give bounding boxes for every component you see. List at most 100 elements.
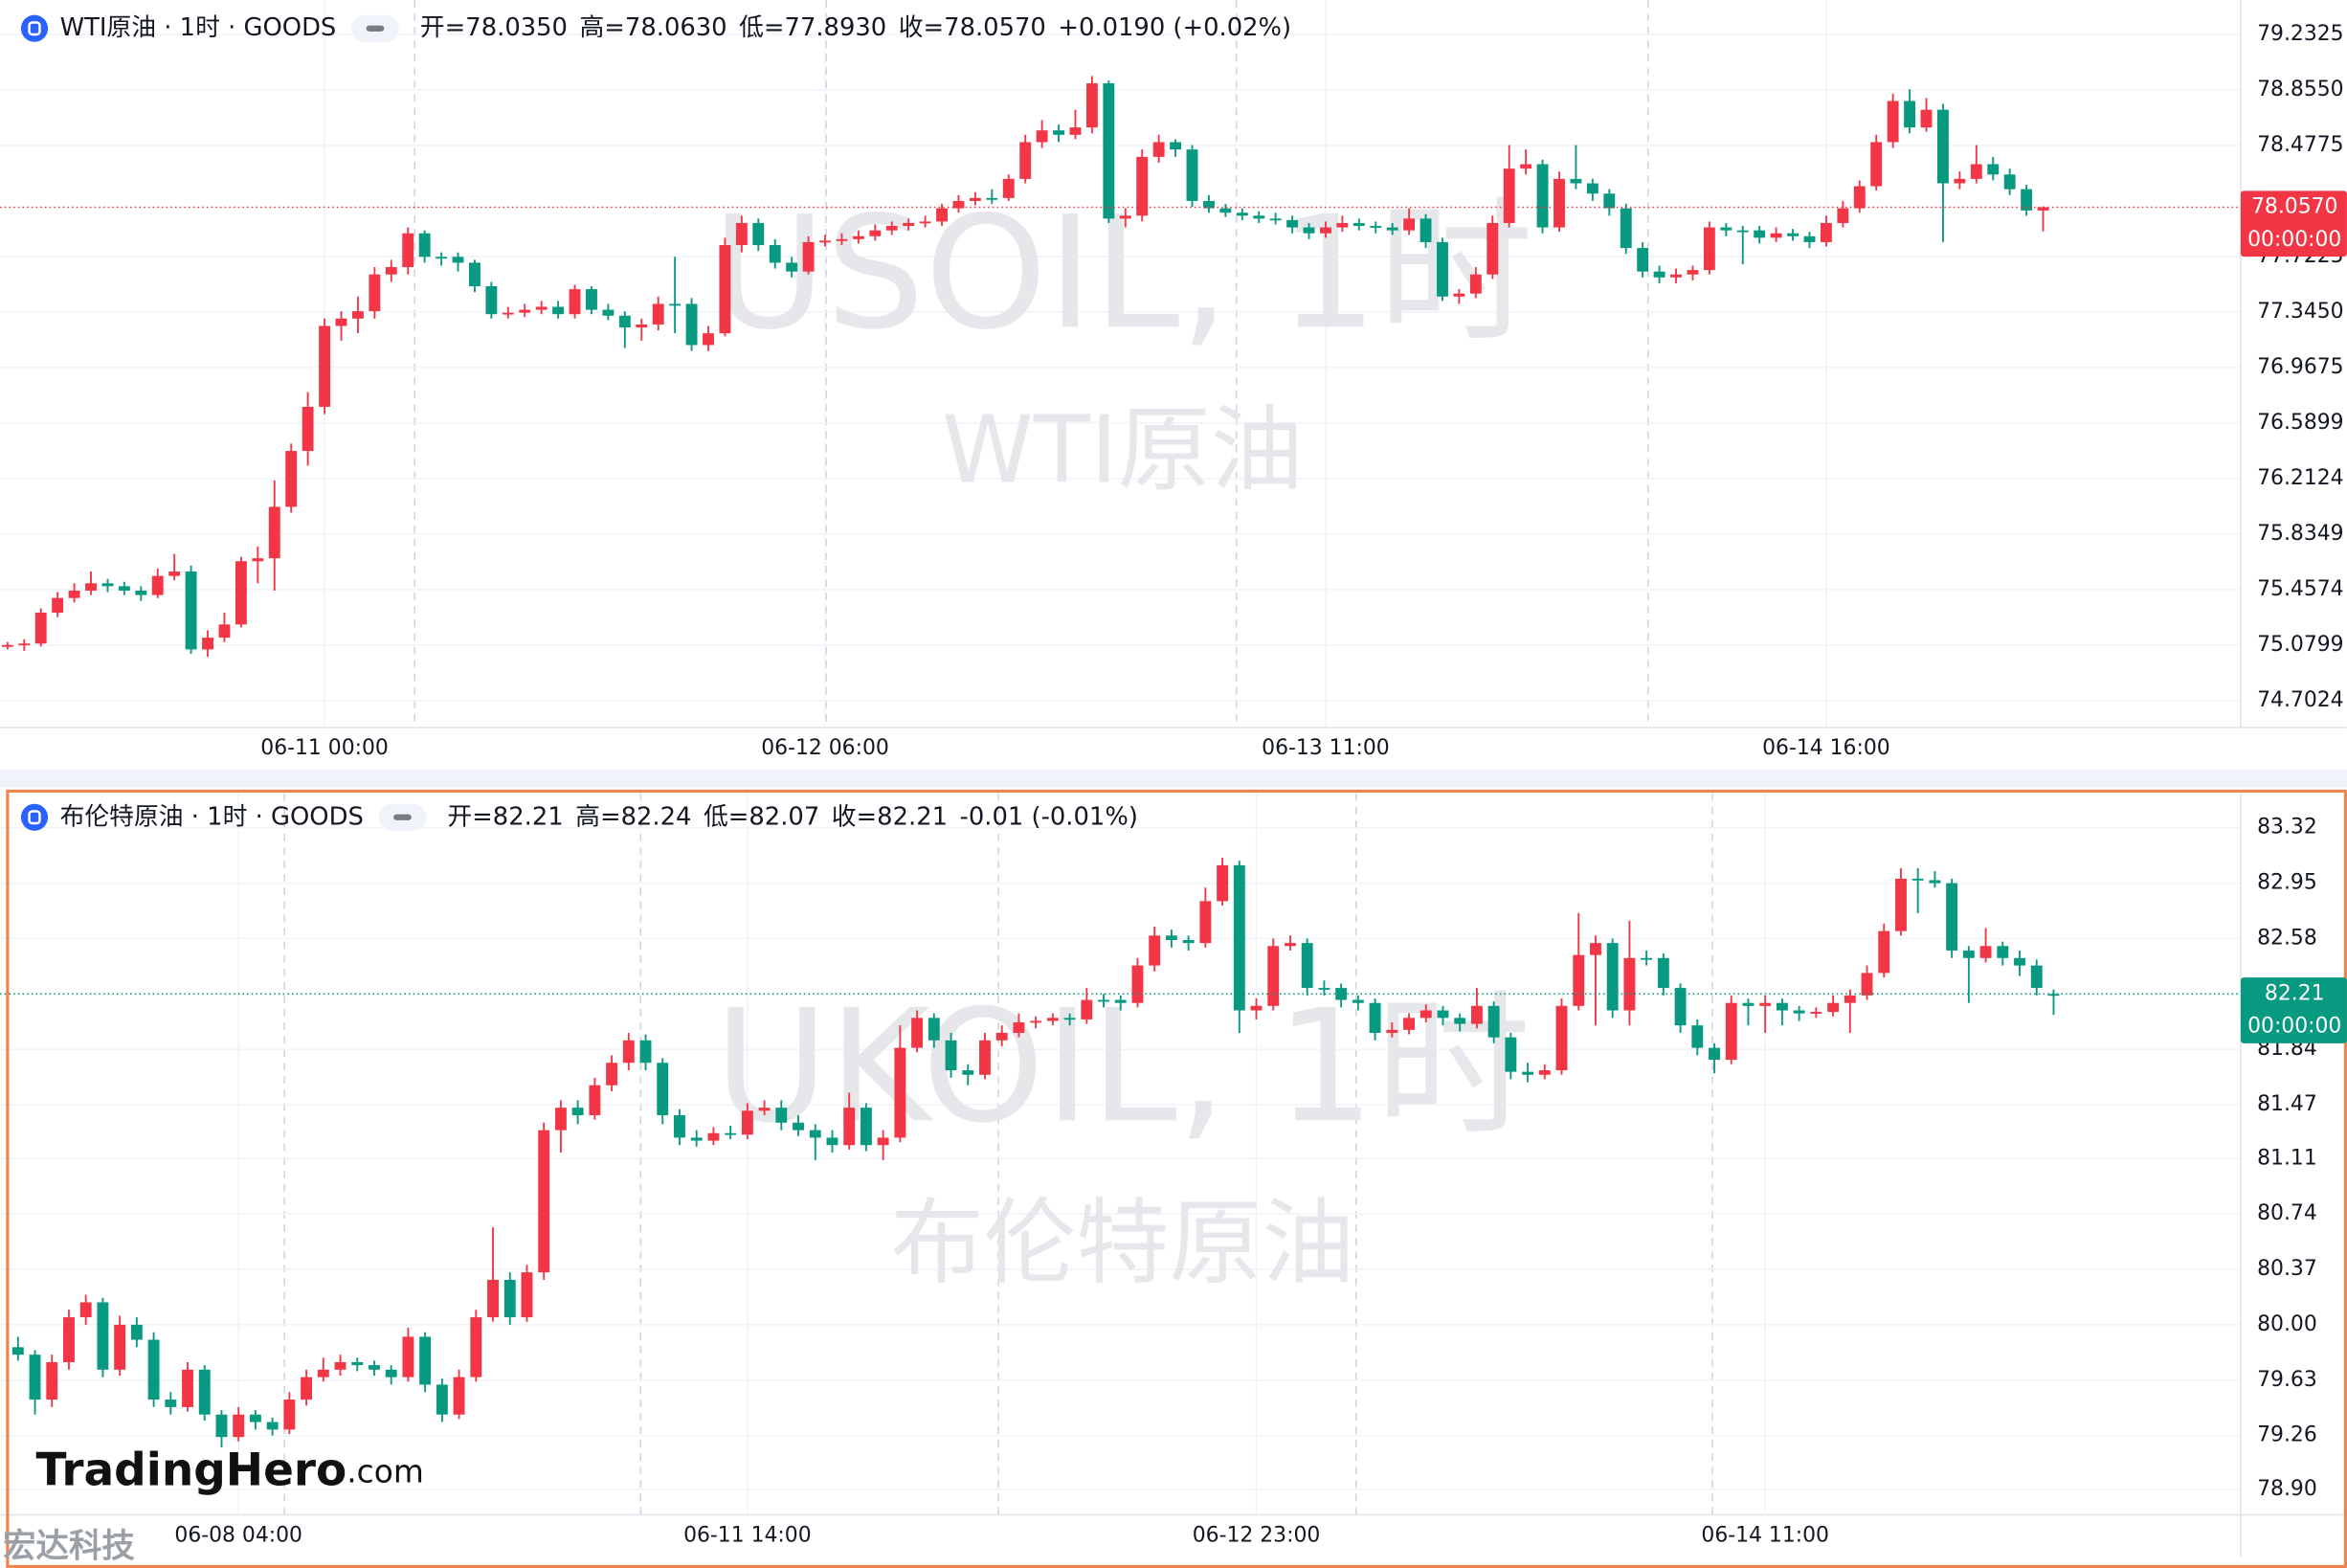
candle-body [802, 241, 815, 272]
candle-body [1098, 999, 1109, 1002]
ohlc-value: 78.0350 [465, 13, 568, 42]
candle-body [1419, 218, 1432, 242]
candle-body [2003, 174, 2016, 190]
candle-body [894, 1047, 906, 1138]
candle-body [168, 571, 181, 576]
candle-body [1454, 1018, 1466, 1024]
candle-body [1053, 130, 1064, 135]
candle-body [538, 1130, 550, 1273]
candle-body [1403, 1018, 1415, 1030]
candle-body [1486, 222, 1499, 275]
candle-body [786, 262, 798, 272]
candle-body [402, 1336, 414, 1378]
candle-body [911, 1018, 924, 1048]
candle-body [652, 303, 664, 325]
candle-body [130, 1324, 143, 1340]
candle-body [1236, 213, 1248, 216]
y-tick-label: 80.74 [2257, 1201, 2317, 1225]
candle-body [1911, 878, 1924, 881]
candle-body [836, 238, 848, 241]
y-tick-label: 78.90 [2257, 1477, 2317, 1501]
candle-body [369, 274, 381, 312]
candle-body [1570, 178, 1582, 184]
candle-body [1538, 1070, 1551, 1075]
candle-body [1453, 293, 1465, 297]
candle-body [502, 312, 514, 315]
candle-body [1590, 943, 1601, 955]
candle-body [1920, 109, 1933, 128]
candle-body [1352, 999, 1364, 1003]
ohlc-label: 收= [899, 13, 944, 42]
candle-body [1987, 164, 2000, 175]
candle-body [877, 1137, 889, 1146]
candle-body [826, 1137, 838, 1146]
candle-body [2014, 957, 2025, 966]
watermark-sub: 布伦特原油 [890, 1189, 1354, 1297]
candle-body [622, 1040, 635, 1064]
y-tick-label: 82.95 [2257, 871, 2317, 895]
candle-body [1670, 274, 1682, 278]
candle-body [1286, 219, 1299, 228]
candle-body [860, 1108, 872, 1146]
candle-body [503, 1279, 516, 1318]
candle-body [233, 1414, 245, 1438]
candle-body [1165, 935, 1177, 941]
y-tick-label: 79.63 [2257, 1368, 2317, 1392]
candle-body [1081, 999, 1093, 1019]
candle-body [436, 1384, 448, 1415]
candle-body [1759, 1002, 1772, 1006]
candle-body [301, 1377, 313, 1400]
candle-body [1505, 1037, 1517, 1072]
candle-body [1793, 1010, 1805, 1014]
candle-body [602, 309, 615, 316]
candle-body [334, 1361, 346, 1370]
candle-body [452, 257, 464, 263]
candle-body [1250, 1005, 1263, 1011]
candle-body [29, 1355, 41, 1400]
y-tick-label: 80.37 [2257, 1257, 2317, 1281]
candle-body [843, 1108, 856, 1146]
candle-body [63, 1317, 75, 1362]
candle-body [351, 1361, 364, 1366]
candle-body [1114, 999, 1127, 1003]
pane-separator [0, 769, 2347, 788]
price-change: -0.01 (-0.01%) [960, 802, 1138, 831]
candle-body [1936, 109, 1949, 184]
candle-body [1487, 1005, 1500, 1038]
x-tick-label: 06-11 14:00 [683, 1523, 812, 1547]
candle-body [1320, 227, 1331, 234]
candle-body [1904, 101, 1916, 128]
candle-body [1776, 1002, 1788, 1011]
candle-body [1620, 208, 1632, 249]
candle-body [1136, 156, 1149, 216]
symbol-title: WTI原油 · 1时 · GOODS [60, 13, 337, 42]
session-separators [283, 0, 1713, 1515]
candle-body [1709, 1047, 1720, 1061]
symbol-icon [20, 14, 49, 42]
x-tick-label: 06-08 04:00 [174, 1523, 302, 1547]
candle-body [1637, 248, 1649, 272]
y-tick-label: 75.8349 [2257, 522, 2343, 546]
countdown: 00:00:00 [2247, 228, 2341, 252]
ohlc-value: 78.0630 [625, 13, 727, 42]
candle-body [636, 324, 648, 328]
price-change: +0.0190 (+0.02%) [1058, 13, 1291, 42]
candle-body [618, 315, 631, 328]
watermark: UKOIL, 1时 [714, 976, 1531, 1157]
candle-body [285, 451, 298, 507]
candle-body [385, 267, 397, 275]
y-tick-label: 82.58 [2257, 926, 2317, 950]
candle-body [1352, 222, 1365, 227]
candle-body [1742, 1002, 1755, 1006]
x-tick-label: 06-14 11:00 [1701, 1523, 1829, 1547]
candle-body [1369, 1002, 1381, 1033]
candle-body [1046, 1018, 1059, 1021]
candle-body [758, 1108, 771, 1111]
candle-body [1810, 1012, 1822, 1014]
y-tick-label: 80.00 [2257, 1312, 2317, 1336]
candle-body [571, 1108, 584, 1115]
symbol-title: 布伦特原油 · 1时 · GOODS [60, 802, 364, 831]
candle-body [589, 1085, 601, 1115]
candle-body [657, 1063, 669, 1115]
candle-body [165, 1400, 177, 1407]
